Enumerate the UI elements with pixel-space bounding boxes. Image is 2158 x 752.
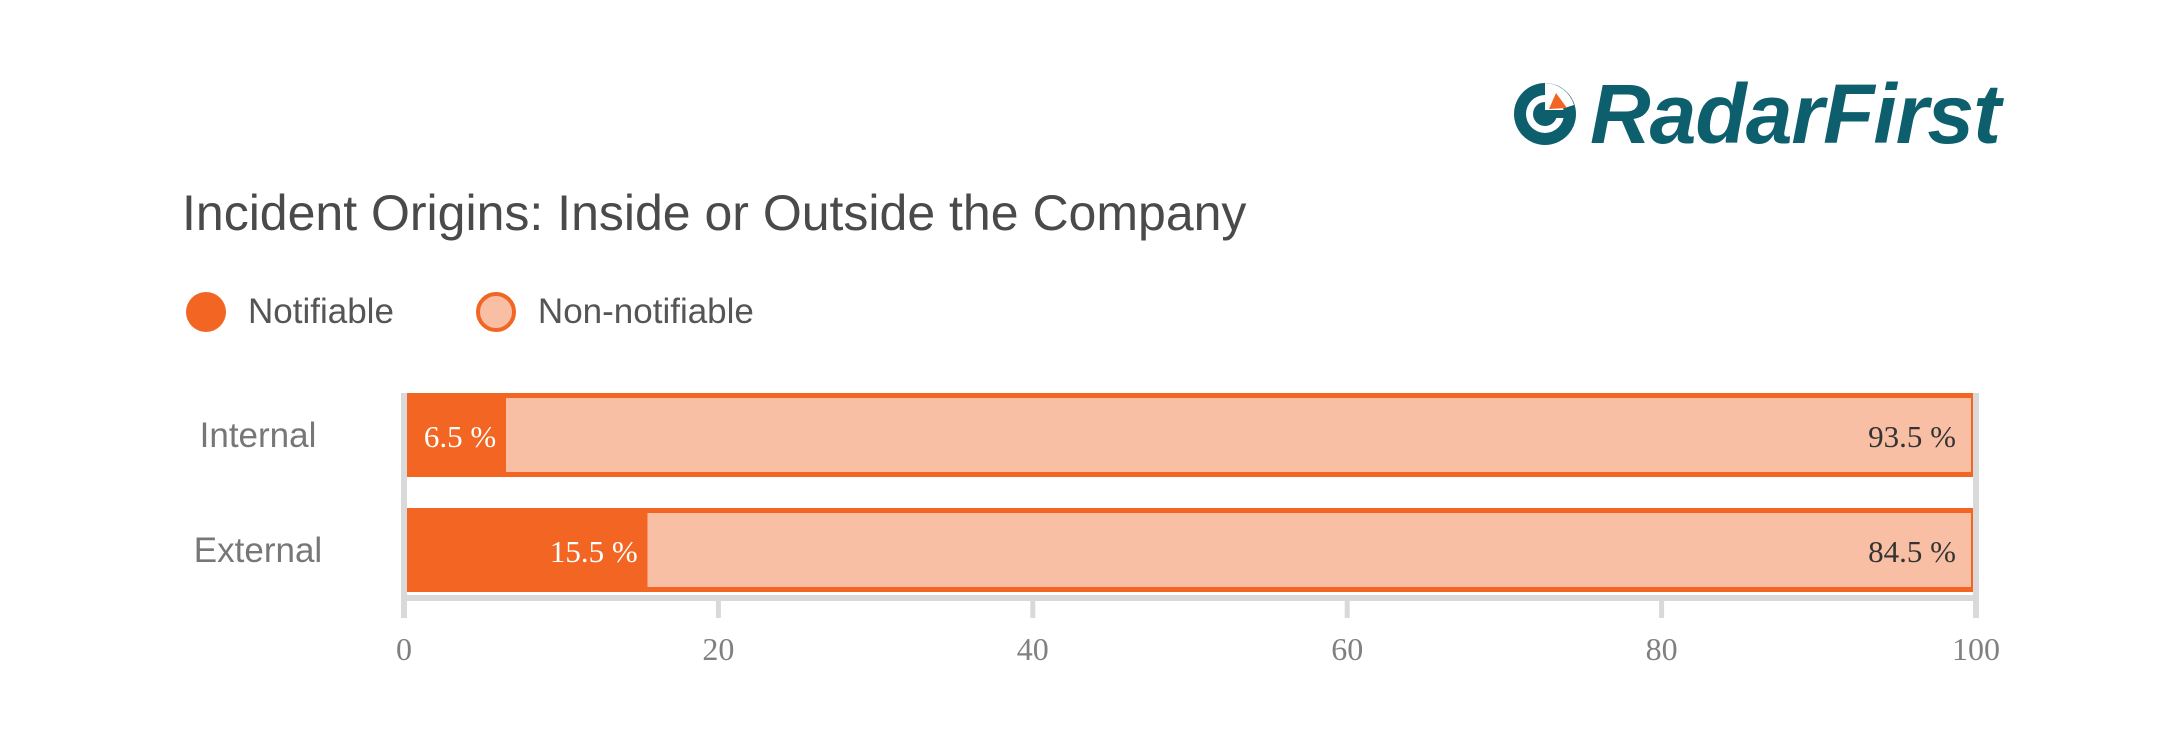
bar-external-non-notifiable (647, 508, 1977, 592)
x-tick-label-20: 20 (702, 631, 734, 667)
x-tick-label-80: 80 (1646, 631, 1678, 667)
x-tick-label-40: 40 (1017, 631, 1049, 667)
data-label-external-non-notifiable: 84.5 % (1868, 534, 1956, 569)
logo-text: RadarFirst (1590, 67, 2001, 161)
legend-swatch-notifiable (186, 292, 226, 332)
bar-internal-non-notifiable (506, 393, 1977, 477)
radar-icon (1514, 83, 1576, 145)
category-label-internal: Internal (200, 416, 317, 455)
bar-external-notifiable (404, 508, 648, 592)
x-tick-label-100: 100 (1952, 631, 2000, 667)
legend-swatch-non-notifiable (475, 292, 516, 332)
legend-item-non-notifiable: Non-notifiable (475, 292, 754, 332)
x-tick-label-0: 0 (396, 631, 412, 667)
data-label-internal-non-notifiable: 93.5 % (1868, 419, 1956, 454)
legend-label-non-notifiable: Non-notifiable (537, 292, 754, 331)
data-label-internal-notifiable: 6.5 % (424, 419, 496, 454)
legend-item-notifiable: Notifiable (186, 292, 394, 332)
x-tick-label-60: 60 (1331, 631, 1363, 667)
data-label-external-notifiable: 15.5 % (550, 534, 638, 569)
chart-legend: Notifiable Non-notifiable (186, 292, 836, 332)
bar-internal-notifiable (404, 393, 507, 477)
legend-label-notifiable: Notifiable (248, 292, 394, 331)
category-label-external: External (194, 531, 322, 570)
radarfirst-logo: RadarFirst (1512, 67, 2001, 161)
chart-title: Incident Origins: Inside or Outside the … (182, 185, 1247, 241)
